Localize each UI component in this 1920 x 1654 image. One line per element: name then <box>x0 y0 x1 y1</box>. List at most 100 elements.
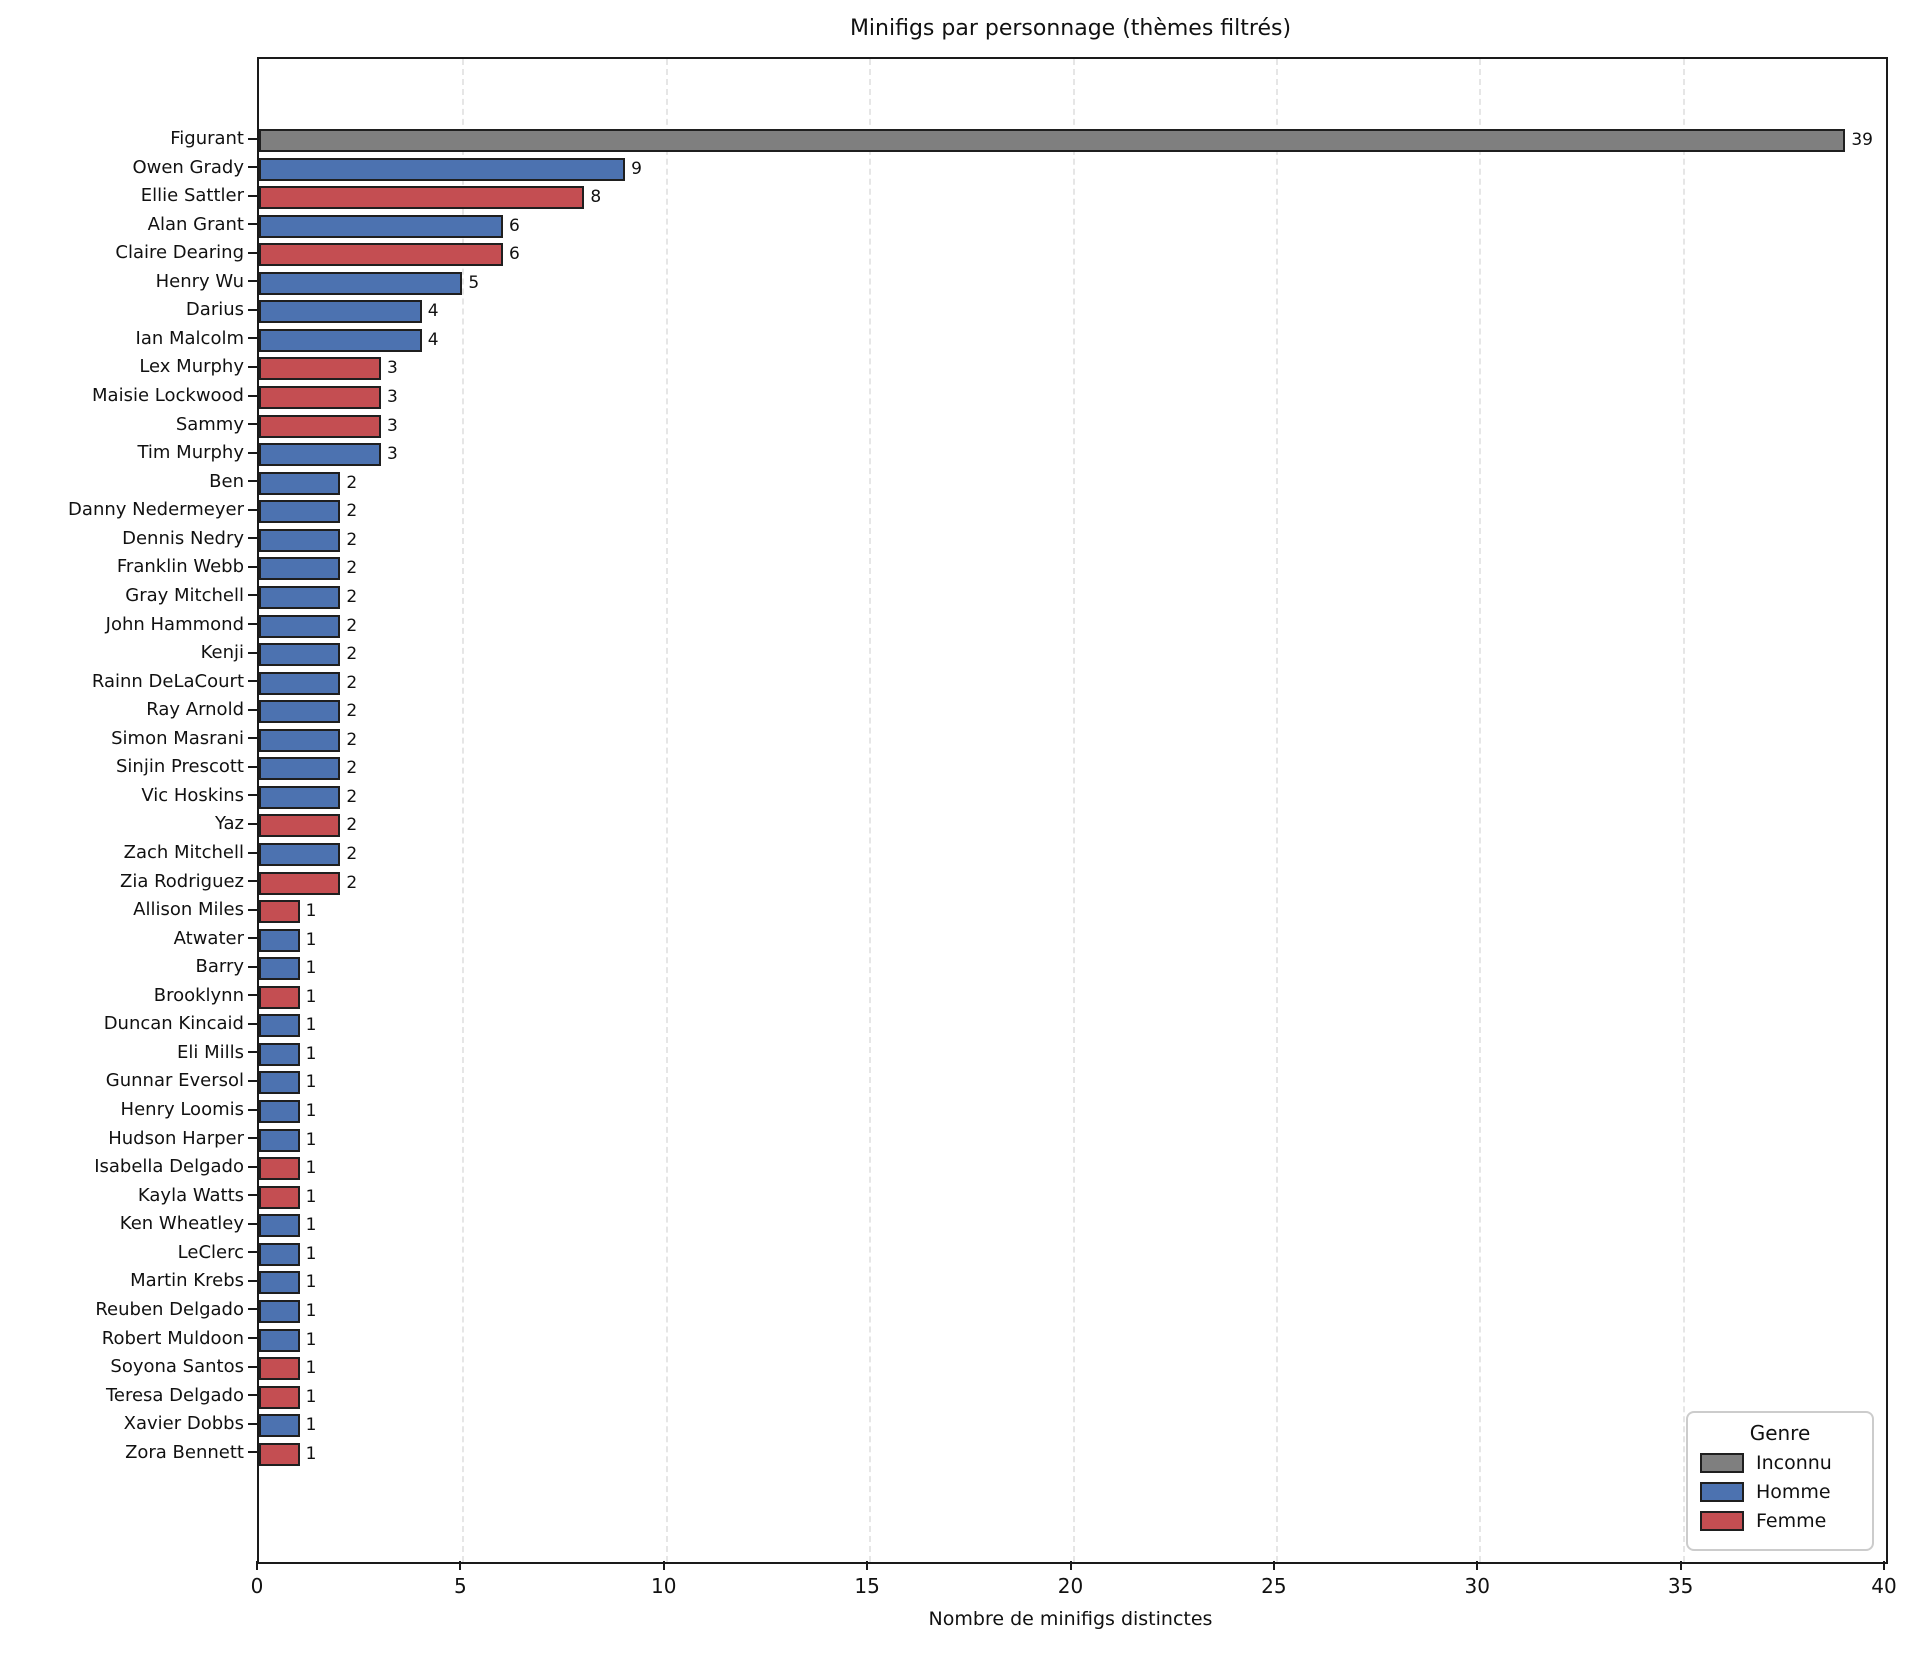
x-tick-label: 25 <box>1261 1574 1287 1598</box>
x-tick-mark <box>662 1561 665 1570</box>
category-label: Danny Nedermeyer <box>68 499 244 521</box>
y-tick-mark <box>248 1165 257 1168</box>
bar-value-label: 2 <box>346 786 358 807</box>
category-label: Hudson Harper <box>108 1127 244 1149</box>
category-label: Yaz <box>215 813 244 835</box>
y-tick-mark <box>248 166 257 169</box>
bar-value-label: 1 <box>305 986 317 1007</box>
category-label: Sammy <box>175 413 244 435</box>
category-label: Isabella Delgado <box>94 1156 244 1178</box>
y-tick-mark <box>248 937 257 940</box>
category-label: Duncan Kincaid <box>103 1013 244 1035</box>
bar <box>259 1299 300 1323</box>
category-label: Simon Masrani <box>111 727 244 749</box>
bar-value-label: 1 <box>305 1215 317 1236</box>
y-tick-mark <box>248 480 257 483</box>
y-tick-mark <box>248 1279 257 1282</box>
y-tick-mark <box>248 565 257 568</box>
y-tick-mark <box>248 1394 257 1397</box>
bar-value-label: 1 <box>305 1300 317 1321</box>
bar <box>259 1357 300 1381</box>
grid-line-x-35 <box>1682 59 1685 1562</box>
category-label: Rainn DeLaCourt <box>91 670 244 692</box>
x-tick-mark <box>1476 1561 1479 1570</box>
bar-value-label: 1 <box>305 1386 317 1407</box>
bar-value-label: 6 <box>509 215 520 236</box>
category-label: LeClerc <box>177 1241 244 1263</box>
bar <box>259 1442 300 1466</box>
legend-row: Inconnu <box>1700 1452 1860 1474</box>
category-label: Teresa Delgado <box>105 1384 244 1406</box>
bar-value-label: 1 <box>305 1101 317 1122</box>
x-tick-label: 35 <box>1667 1574 1694 1598</box>
x-tick-label: 40 <box>1871 1574 1897 1598</box>
grid-line-x-25 <box>1275 59 1278 1562</box>
bar <box>259 1157 300 1181</box>
bar-value-label: 1 <box>305 1186 317 1207</box>
bar <box>259 414 382 438</box>
category-label: Zora Bennett <box>125 1441 244 1463</box>
bar <box>259 157 626 181</box>
bar-value-label: 5 <box>468 272 480 293</box>
category-label: Kenji <box>200 642 244 664</box>
category-label: Ian Malcolm <box>135 327 244 349</box>
x-tick-label: 15 <box>854 1574 880 1598</box>
category-label: Gunnar Eversol <box>105 1070 244 1092</box>
bar <box>259 728 341 752</box>
grid-line-x-30 <box>1479 59 1482 1562</box>
grid-line-x-5 <box>462 59 465 1562</box>
category-label: Figurant <box>170 128 244 149</box>
legend-label: Inconnu <box>1756 1452 1832 1474</box>
bar-value-label: 1 <box>305 958 317 979</box>
bar-value-label: 1 <box>305 1358 317 1379</box>
y-tick-mark <box>248 1137 257 1140</box>
bar-value-label: 2 <box>346 758 358 779</box>
bar <box>259 957 300 981</box>
x-tick-mark <box>866 1561 869 1570</box>
bar <box>259 671 341 695</box>
bar <box>259 643 341 667</box>
legend-label: Homme <box>1756 1481 1831 1503</box>
bar-value-label: 2 <box>346 872 358 893</box>
x-tick-mark <box>1883 1561 1885 1570</box>
category-label: Reuben Delgado <box>95 1298 244 1320</box>
x-tick-label: 20 <box>1057 1574 1084 1598</box>
y-tick-mark <box>248 308 257 311</box>
y-tick-mark <box>248 451 257 454</box>
bar-value-label: 2 <box>346 529 358 550</box>
bar <box>259 243 504 267</box>
bar-value-label: 1 <box>305 1243 317 1264</box>
y-tick-mark <box>248 651 257 654</box>
y-tick-mark <box>248 1222 257 1225</box>
x-axis-label: Nombre de minifigs distinctes <box>928 1608 1213 1630</box>
y-tick-mark <box>248 908 257 911</box>
x-tick-mark <box>1069 1561 1072 1570</box>
y-tick-mark <box>248 965 257 968</box>
category-label: Ellie Sattler <box>140 185 244 207</box>
bar-value-label: 2 <box>346 701 358 722</box>
category-label: Ray Arnold <box>146 699 244 721</box>
legend-label: Femme <box>1756 1510 1827 1532</box>
legend: Genre Inconnu Homme Femme <box>1686 1411 1874 1551</box>
y-tick-mark <box>248 1251 257 1254</box>
bar-value-label: 4 <box>427 301 439 322</box>
bar <box>259 1242 300 1266</box>
bar <box>259 585 341 609</box>
bar <box>259 1100 300 1124</box>
bar-value-label: 1 <box>305 1129 317 1150</box>
y-tick-mark <box>248 794 257 797</box>
bar <box>259 785 341 809</box>
y-tick-mark <box>248 1022 257 1025</box>
y-tick-mark <box>248 623 257 626</box>
y-tick-mark <box>248 1337 257 1340</box>
y-tick-mark <box>248 365 257 368</box>
category-label: John Hammond <box>105 613 244 635</box>
legend-swatch-homme <box>1700 1482 1744 1502</box>
bar <box>259 1414 300 1438</box>
y-tick-mark <box>248 194 257 197</box>
x-tick-mark <box>459 1561 462 1570</box>
bar-value-label: 2 <box>346 644 358 665</box>
bar-value-label: 39 <box>1851 130 1873 150</box>
category-label: Ken Wheatley <box>119 1213 244 1235</box>
